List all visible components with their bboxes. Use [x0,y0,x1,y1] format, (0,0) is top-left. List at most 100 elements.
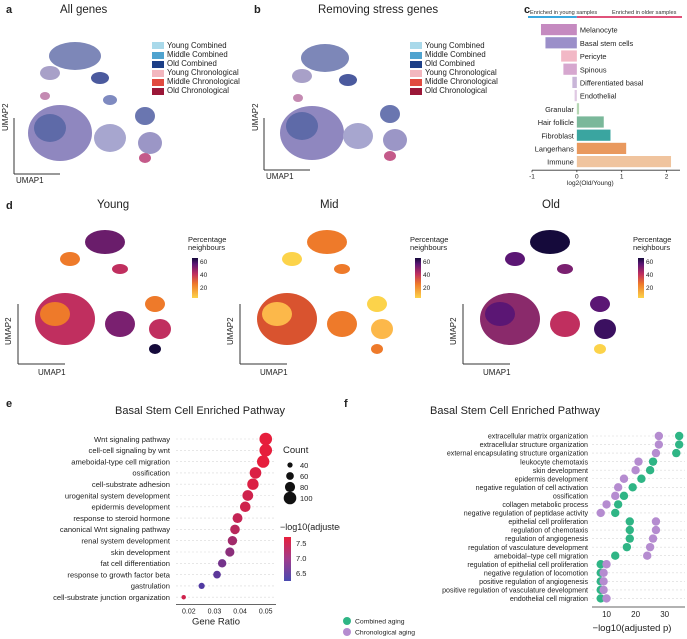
pathway-label: ossification [132,469,170,478]
pathway-dot [213,570,221,579]
size-legend-dot [286,472,294,480]
pathway-label: cell-substrate junction organization [53,593,170,602]
pathway-label: positive regulation of angiogenesis [479,578,588,586]
pathway-dot [232,513,243,524]
bar-label: Basal stem cells [580,39,634,48]
legend-item: Old Combined [410,59,498,68]
dot-chronological [596,508,605,518]
panel-e-letter: e [6,398,13,410]
legend-item: Young Chronological [410,68,498,77]
pathway-label: negative regulation of peptidase activit… [464,510,589,518]
dot-chronological [648,534,658,543]
dot-combined [672,448,681,458]
pathway-label: renal system development [81,537,171,546]
panel-e-dot-plot: Basal Stem Cell Enriched Pathway Wnt sign… [53,405,340,628]
panel-d-ylabel-old: UMAP2 [449,317,458,345]
color-legend-bar [284,537,291,581]
panel-c-bar-chart: Enriched in young samples Enriched in old… [528,10,682,187]
bar-label: Pericyte [580,52,607,61]
dot-combined [628,483,637,492]
pathway-dot [259,432,273,446]
dot-chronological [645,542,655,552]
pathway-label: endothelial cell migration [510,595,588,603]
pathway-label: positive regulation of vasculature devel… [442,587,588,595]
legend-item: Young Combined [410,41,498,50]
panel-d-umaps [17,230,644,365]
dot-chronological [643,551,652,560]
dot-combined [596,560,605,569]
bar-label: Endothelial [580,92,617,101]
dot-chronological [651,525,661,535]
dot-chronological [619,474,629,483]
pathway-dot [230,524,240,535]
x-axis-label: Gene Ratio [192,617,240,628]
pathway-dot [227,535,238,546]
panel-d-ylabel-mid: UMAP2 [226,317,235,345]
size-legend-dot [284,481,296,493]
bar-9 [576,142,627,154]
pathway-dot [242,490,254,501]
panel-b-title: Removing stress genes [318,4,439,16]
x-tick-label: 10 [602,610,611,619]
pathway-label: urogenital system development [65,491,171,500]
dot-combined [645,466,655,475]
legend-item: Young Combined [152,41,240,50]
bar-label: Spinous [580,65,607,74]
dot-combined [611,508,620,518]
bar-label: Differentiated basal [580,79,644,88]
bar-8 [576,129,611,141]
dot-combined [674,440,684,449]
bar-label: Langerhans [535,145,574,154]
pathway-dot [247,478,259,490]
color-legend-label: 7.5 [296,539,306,548]
bar-6 [576,103,580,115]
panel-d-letter: d [6,200,13,212]
pathway-dot [259,444,273,457]
pathway-dot [217,559,227,568]
dot-combined [619,491,629,501]
panel-d-ylabel-young: UMAP2 [4,317,13,345]
bar-5 [574,90,577,102]
bar-1 [545,37,577,49]
bar-7 [576,116,604,128]
pathway-label: epithelial cell proliferation [508,518,588,526]
pathway-dot [257,455,270,468]
x-tick-label: 0.04 [233,609,247,616]
dot-combined [622,542,632,552]
pathway-dot [198,582,205,590]
bar-label: Melanocyte [580,26,618,35]
size-legend-label: 100 [300,494,313,503]
x-tick-label: 0 [575,174,579,181]
colorbar-title-old: Percentage neighbours [633,235,672,252]
dot-combined [596,594,605,603]
size-legend-label: 80 [300,483,308,492]
panel-a-title: All genes [60,4,108,16]
colorbar-ticks-old: 60 40 20 [646,259,654,292]
pathway-label: response to growth factor beta [67,570,170,579]
legend-item: Old Chronological [410,86,498,95]
x-tick-label: 20 [631,610,640,619]
dot-chronological [602,560,611,569]
pathway-label: extracellular structure organization [480,441,588,449]
panel-d-title-young: Young [97,199,130,211]
bar-4 [572,76,577,88]
dot-chronological [602,594,611,603]
panel-a-umap [13,42,162,175]
x-tick-label: 30 [660,610,669,619]
dot-chronological [599,585,608,595]
panel-b-umap [263,44,407,171]
panel-b-xlabel: UMAP1 [266,172,294,181]
legend-item: Middle Chronological [410,77,498,86]
bar-0 [540,24,577,36]
dot-chronological [651,448,661,458]
bar-2 [561,50,577,62]
pathway-label: epidermis development [515,475,588,483]
legend-item: Middle Chronological [152,77,240,86]
pathway-label: epidermis development [91,503,170,512]
header-right: Enriched in older samples [612,10,677,16]
legend-dot [343,617,351,625]
colorbar-ticks-young: 60 40 20 [200,259,208,292]
pathway-dot [225,547,235,557]
x-axis-label: −log10(adjusted p) [593,623,672,634]
pathway-label: fat cell differentiation [100,559,170,568]
